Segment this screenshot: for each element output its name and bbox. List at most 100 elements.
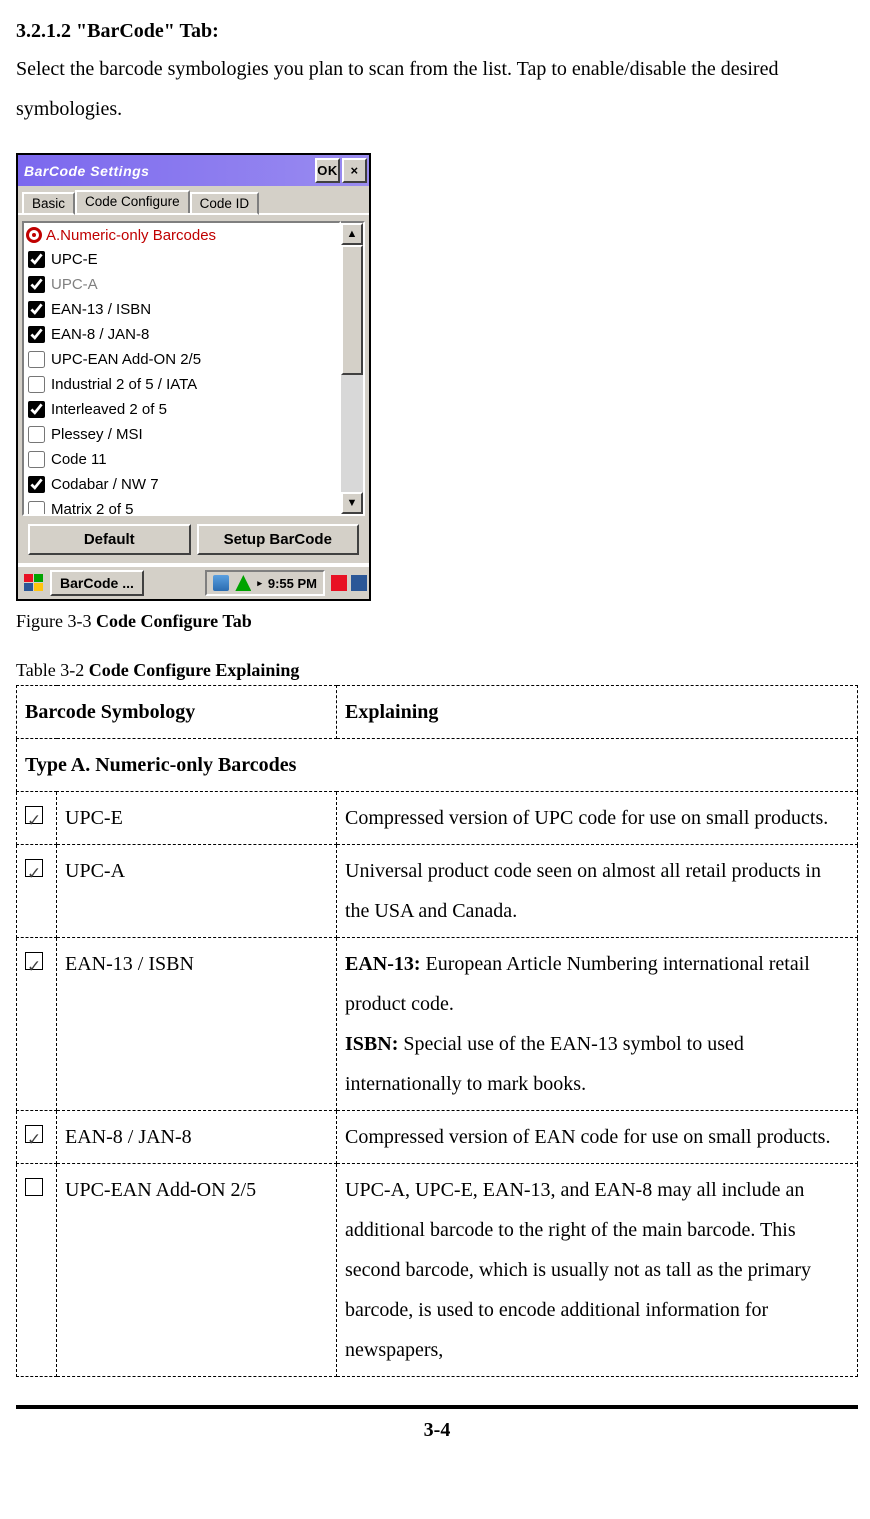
row-explain: EAN-13: European Article Numbering inter… — [337, 938, 858, 1111]
system-tray[interactable]: ▸ 9:55 PM — [205, 570, 325, 596]
tray-icon-2[interactable] — [235, 575, 251, 591]
list-item[interactable]: UPC-A — [24, 272, 339, 297]
setup-barcode-button[interactable]: Setup BarCode — [197, 524, 360, 555]
col-explaining: Explaining — [337, 686, 858, 739]
list-item-checkbox[interactable] — [28, 426, 45, 443]
intro-text: Select the barcode symbologies you plan … — [16, 49, 858, 129]
list-item-label: UPC-E — [51, 252, 98, 267]
list-item-label: UPC-EAN Add-ON 2/5 — [51, 352, 201, 367]
window-title: BarCode Settings — [24, 163, 149, 179]
row-name: UPC-E — [57, 792, 337, 845]
list-item-label: EAN-8 / JAN-8 — [51, 327, 149, 342]
list-item-checkbox[interactable] — [28, 326, 45, 343]
scroll-up-button[interactable]: ▲ — [341, 223, 363, 245]
taskbar-icon-1[interactable] — [331, 575, 347, 591]
list-item-label: Matrix 2 of 5 — [51, 502, 134, 516]
list-item[interactable]: Code 11 — [24, 447, 339, 472]
tab-code-configure[interactable]: Code Configure — [75, 190, 190, 213]
taskbar-app-button[interactable]: BarCode ... — [50, 570, 144, 596]
row-checkbox-cell — [17, 845, 57, 938]
tab-strip: Basic Code Configure Code ID — [18, 186, 369, 215]
type-header: Type A. Numeric-only Barcodes — [17, 739, 858, 792]
list-item[interactable]: Codabar / NW 7 — [24, 472, 339, 497]
screenshot: BarCode Settings OK × Basic Code Configu… — [16, 153, 371, 601]
category-row: A.Numeric-only Barcodes — [24, 223, 339, 247]
list-item[interactable]: Industrial 2 of 5 / IATA — [24, 372, 339, 397]
list-item-checkbox[interactable] — [28, 476, 45, 493]
list-item-checkbox[interactable] — [28, 376, 45, 393]
table-row: UPC-AUniversal product code seen on almo… — [17, 845, 858, 938]
list-item[interactable]: UPC-EAN Add-ON 2/5 — [24, 347, 339, 372]
row-checkbox-icon — [25, 1178, 43, 1196]
symbology-listbox[interactable]: A.Numeric-only Barcodes UPC-E UPC-A EAN-13… — [22, 221, 341, 516]
list-item-checkbox[interactable] — [28, 501, 45, 516]
row-explain: Compressed version of EAN code for use o… — [337, 1111, 858, 1164]
list-item-checkbox[interactable] — [28, 301, 45, 318]
tab-code-id[interactable]: Code ID — [190, 192, 260, 215]
row-checkbox-icon — [25, 952, 43, 970]
category-label: A.Numeric-only Barcodes — [46, 228, 216, 243]
list-item-label: Plessey / MSI — [51, 427, 143, 442]
row-name: UPC-A — [57, 845, 337, 938]
row-checkbox-cell — [17, 1111, 57, 1164]
row-checkbox-icon — [25, 859, 43, 877]
list-item[interactable]: EAN-8 / JAN-8 — [24, 322, 339, 347]
row-checkbox-icon — [25, 1125, 43, 1143]
list-item-checkbox[interactable] — [28, 351, 45, 368]
scroll-track[interactable] — [341, 245, 363, 492]
scrollbar[interactable]: ▲ ▼ — [341, 221, 365, 516]
list-item[interactable]: Interleaved 2 of 5 — [24, 397, 339, 422]
table-row: UPC-ECompressed version of UPC code for … — [17, 792, 858, 845]
category-icon — [26, 227, 42, 243]
footer-rule — [16, 1405, 858, 1409]
section-title: "BarCode" Tab: — [76, 20, 219, 42]
list-item-label: UPC-A — [51, 277, 98, 292]
ok-button[interactable]: OK — [315, 158, 340, 183]
list-item-checkbox[interactable] — [28, 276, 45, 293]
row-checkbox-cell — [17, 1164, 57, 1377]
table-row: EAN-8 / JAN-8Compressed version of EAN c… — [17, 1111, 858, 1164]
page-number: 3-4 — [16, 1419, 858, 1442]
row-checkbox-icon — [25, 806, 43, 824]
list-item-label: Interleaved 2 of 5 — [51, 402, 167, 417]
table-row: EAN-13 / ISBNEAN-13: European Article Nu… — [17, 938, 858, 1111]
section-number: 3.2.1.2 — [16, 20, 71, 42]
list-item[interactable]: EAN-13 / ISBN — [24, 297, 339, 322]
table-row: UPC-EAN Add-ON 2/5UPC-A, UPC-E, EAN-13, … — [17, 1164, 858, 1377]
row-checkbox-cell — [17, 792, 57, 845]
list-item-label: Code 11 — [51, 452, 107, 467]
close-button[interactable]: × — [342, 158, 367, 183]
section-heading: 3.2.1.2 "BarCode" Tab: — [16, 20, 858, 43]
tab-basic[interactable]: Basic — [22, 192, 75, 215]
list-item-checkbox[interactable] — [28, 451, 45, 468]
col-symbology: Barcode Symbology — [17, 686, 337, 739]
list-item-checkbox[interactable] — [28, 401, 45, 418]
start-icon[interactable] — [20, 572, 48, 594]
row-checkbox-cell — [17, 938, 57, 1111]
row-name: EAN-8 / JAN-8 — [57, 1111, 337, 1164]
row-explain: UPC-A, UPC-E, EAN-13, and EAN-8 may all … — [337, 1164, 858, 1377]
row-name: EAN-13 / ISBN — [57, 938, 337, 1111]
row-explain: Universal product code seen on almost al… — [337, 845, 858, 938]
list-item[interactable]: Matrix 2 of 5 — [24, 497, 339, 516]
list-item[interactable]: UPC-E — [24, 247, 339, 272]
explain-table: Barcode Symbology Explaining Type A. Num… — [16, 685, 858, 1377]
taskbar-icon-2[interactable] — [351, 575, 367, 591]
scroll-down-button[interactable]: ▼ — [341, 492, 363, 514]
tray-sep: ▸ — [257, 578, 262, 589]
clock: 9:55 PM — [268, 576, 317, 591]
row-name: UPC-EAN Add-ON 2/5 — [57, 1164, 337, 1377]
taskbar: BarCode ... ▸ 9:55 PM — [18, 563, 369, 599]
list-item-label: EAN-13 / ISBN — [51, 302, 151, 317]
tray-icon-1[interactable] — [213, 575, 229, 591]
list-item[interactable]: Plessey / MSI — [24, 422, 339, 447]
list-item-label: Codabar / NW 7 — [51, 477, 159, 492]
scroll-thumb[interactable] — [341, 245, 363, 375]
window-titlebar: BarCode Settings OK × — [18, 155, 369, 186]
list-item-checkbox[interactable] — [28, 251, 45, 268]
figure-caption: Figure 3-3 Code Configure Tab — [16, 611, 858, 632]
table-caption: Table 3-2 Code Configure Explaining — [16, 660, 858, 681]
list-item-label: Industrial 2 of 5 / IATA — [51, 377, 197, 392]
default-button[interactable]: Default — [28, 524, 191, 555]
row-explain: Compressed version of UPC code for use o… — [337, 792, 858, 845]
